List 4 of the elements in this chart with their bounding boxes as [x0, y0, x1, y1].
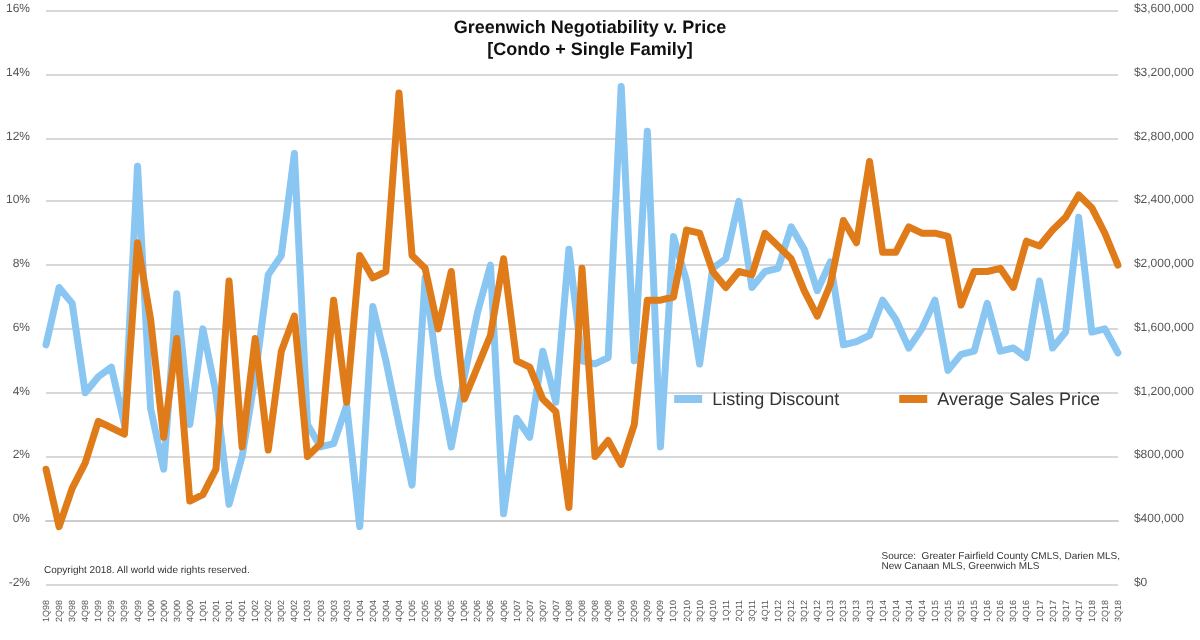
legend-label: Listing Discount [712, 389, 841, 409]
chart-title: Greenwich Negotiability v. Price [453, 17, 727, 37]
text: [Condo + Single Family] [487, 39, 693, 59]
legend-label: Average Sales Price [937, 389, 1101, 409]
